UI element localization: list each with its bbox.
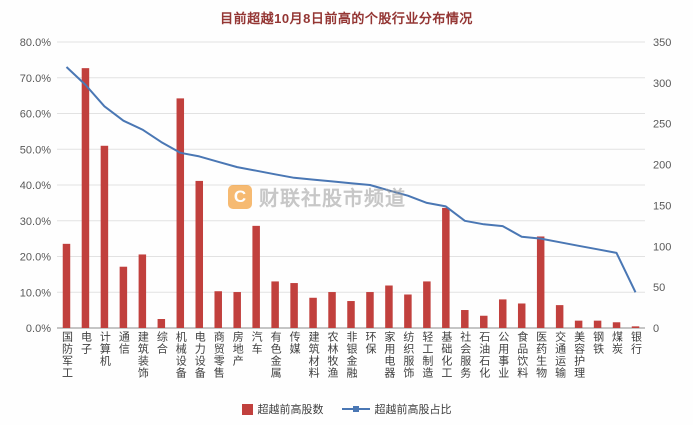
x-axis-label: 机械设备 <box>174 331 187 379</box>
bar <box>290 283 298 328</box>
bar <box>176 98 185 328</box>
x-axis-label: 公用事业 <box>496 331 509 379</box>
x-axis-label: 农林牧渔 <box>326 331 339 379</box>
bar <box>498 299 507 328</box>
x-axis-label: 房地产 <box>231 331 244 367</box>
x-axis-label: 通信 <box>117 331 130 355</box>
x-axis-label: 非银金融 <box>345 331 357 379</box>
legend-item-bar-series: 超越前高股数 <box>241 401 324 417</box>
x-axis-label: 纺织服饰 <box>401 331 414 379</box>
right-axis-tick: 150 <box>653 200 671 212</box>
right-axis-tick: 250 <box>653 119 671 131</box>
legend-label-bar-series: 超越前高股数 <box>257 404 324 416</box>
bar <box>536 236 545 328</box>
bar <box>100 145 109 328</box>
bar <box>347 301 355 328</box>
plot-area: 0.0% 10.0% 20.0% 30.0% 40.0% 50.0% 60.0% 70.0% 8… <box>20 37 672 335</box>
bar <box>404 294 412 328</box>
bar <box>480 315 488 328</box>
left-axis-tick: 30.0% <box>20 216 51 228</box>
x-axis-label: 食品饮料 <box>515 331 528 379</box>
legend: 超越前高股数 超越前高股占比 <box>0 401 693 417</box>
x-axis-labels: 国防军工 电子 计算机 通信 建筑装饰 综合 机械设备 电力设备 商贸零售 房地产 汽车 有色金属 传媒… <box>0 331 693 403</box>
x-axis-label: 计算机 <box>98 331 111 367</box>
bar <box>233 292 241 328</box>
right-axis-tick: 350 <box>653 37 671 49</box>
bar <box>195 180 204 328</box>
legend-label-line-series: 超越前高股占比 <box>374 404 452 416</box>
x-axis-label: 交通运输 <box>553 331 566 379</box>
x-axis-label: 传媒 <box>288 331 301 355</box>
x-axis-label: 银行 <box>629 331 642 355</box>
x-axis-label: 建筑材料 <box>307 331 320 379</box>
bar <box>81 68 90 329</box>
legend-item-line-series: 超越前高股占比 <box>341 401 452 417</box>
x-axis-label: 汽车 <box>250 331 263 355</box>
x-axis-label: 医药生物 <box>534 331 547 379</box>
left-axis-tick: 20.0% <box>20 252 51 264</box>
bar <box>271 281 279 328</box>
bar <box>385 285 393 328</box>
bar <box>157 319 166 328</box>
line-marker-icon <box>352 406 359 412</box>
bar <box>423 281 431 328</box>
bar <box>517 303 526 328</box>
bar <box>555 305 564 328</box>
x-axis-label: 家用电器 <box>382 331 395 379</box>
left-axis-tick: 50.0% <box>20 144 51 156</box>
bar <box>593 320 602 328</box>
right-axis-tick: 100 <box>653 241 671 253</box>
watermark-logo-icon: C <box>228 184 252 209</box>
x-axis-label: 环保 <box>363 331 376 355</box>
bar <box>574 320 583 328</box>
bar <box>119 266 128 328</box>
bar <box>442 207 450 328</box>
right-axis-tick: 0 <box>653 323 659 335</box>
bar <box>328 292 336 328</box>
x-axis-label: 基础化工 <box>439 331 452 379</box>
x-axis-label: 轻工制造 <box>420 331 433 379</box>
x-axis-label: 国防军工 <box>60 331 73 379</box>
x-axis-label: 建筑装饰 <box>136 331 149 379</box>
x-axis-label: 煤炭 <box>610 331 623 355</box>
bar <box>252 225 260 328</box>
x-axis-label: 钢铁 <box>591 331 604 355</box>
x-axis-label: 美容护理 <box>572 331 585 379</box>
chart-title: 目前超越10月8日前高的个股行业分布情况 <box>220 11 473 26</box>
x-axis-label: 综合 <box>155 331 168 355</box>
right-axis-tick: 300 <box>653 78 671 90</box>
right-axis-tick: 50 <box>653 282 665 294</box>
bar <box>309 297 317 328</box>
bar <box>461 310 469 328</box>
bar <box>214 291 222 328</box>
left-axis-tick: 10.0% <box>20 287 51 299</box>
x-axis-label: 社会服务 <box>458 331 471 379</box>
x-axis-label: 电子 <box>79 331 92 355</box>
bar <box>138 254 147 328</box>
watermark-text: 财联社股市频道 <box>259 188 406 210</box>
left-axis-tick: 40.0% <box>20 180 51 192</box>
watermark: C 财联社股市频道 <box>228 182 406 211</box>
x-axis-label: 电力设备 <box>193 331 206 379</box>
bar <box>62 243 71 328</box>
left-axis-tick: 0.0% <box>26 323 51 335</box>
left-axis-tick: 70.0% <box>20 73 51 85</box>
right-axis-tick: 200 <box>653 160 671 172</box>
x-axis-label: 商贸零售 <box>212 331 225 379</box>
left-axis-tick: 80.0% <box>20 37 51 49</box>
bar <box>366 292 374 328</box>
x-axis-label: 石油石化 <box>477 331 490 379</box>
left-axis-tick: 60.0% <box>20 109 51 121</box>
bar <box>631 326 640 328</box>
line-series-swatch <box>341 406 370 412</box>
bar <box>612 322 621 328</box>
line-series <box>65 66 637 293</box>
x-axis-label: 有色金属 <box>269 331 282 379</box>
bar-series-swatch <box>241 403 253 415</box>
